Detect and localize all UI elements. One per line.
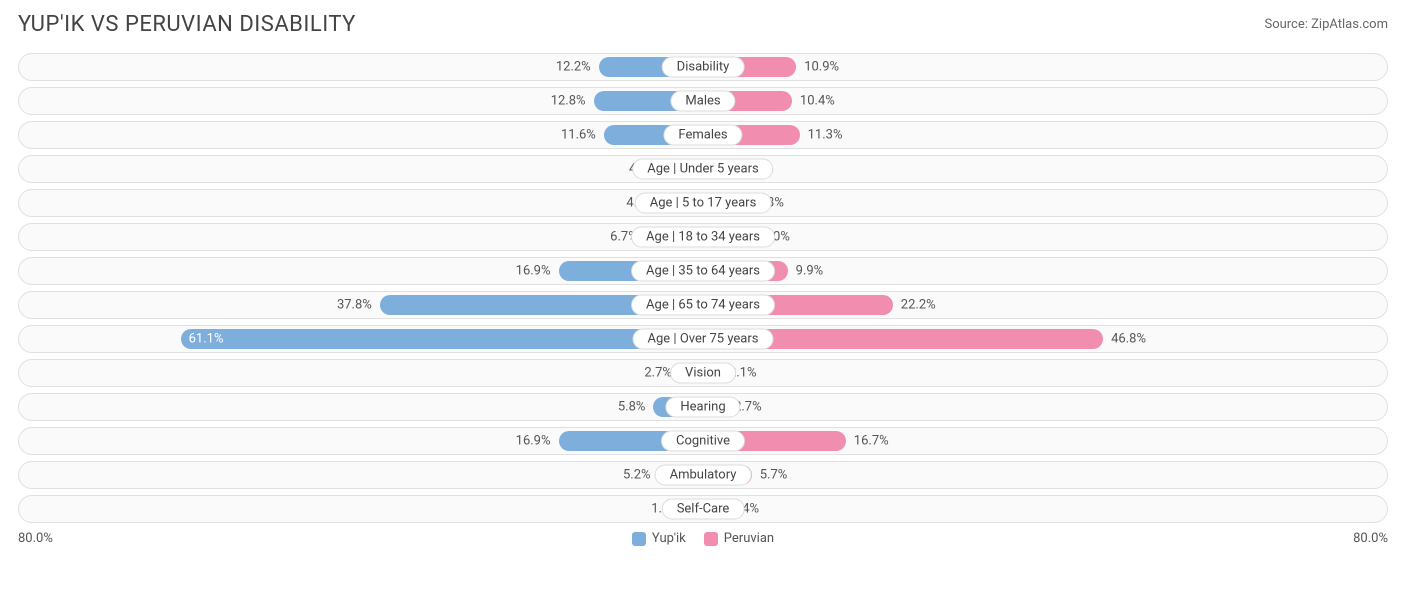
value-label-right: 46.8% <box>1111 332 1146 347</box>
chart-row: 12.2% 10.9% Disability <box>18 53 1388 81</box>
row-category-label: Hearing <box>665 397 740 418</box>
value-label-left: 16.9% <box>516 264 551 279</box>
chart-row: 4.8%5.3%Age | 5 to 17 years <box>18 189 1388 217</box>
row-category-label: Males <box>670 91 735 112</box>
value-label-right: 22.2% <box>901 298 936 313</box>
chart-row: 61.1% 46.8% Age | Over 75 years <box>18 325 1388 353</box>
value-label-left: 5.8% <box>618 400 646 415</box>
row-category-label: Age | Under 5 years <box>632 159 773 180</box>
value-label-right: 11.3% <box>808 128 843 143</box>
legend-item-yupik: Yup'ik <box>632 531 686 546</box>
row-category-label: Disability <box>662 57 745 78</box>
row-category-label: Age | 65 to 74 years <box>631 295 775 316</box>
value-label-right: 10.4% <box>800 94 835 109</box>
value-label-right: 10.9% <box>804 60 839 75</box>
chart-footer: 80.0% Yup'ik Peruvian 80.0% <box>18 531 1388 546</box>
chart-row: 11.6% 11.3% Females <box>18 121 1388 149</box>
legend-label-peruvian: Peruvian <box>724 531 774 546</box>
value-label-left: 61.1% <box>189 332 224 347</box>
row-category-label: Self-Care <box>662 499 745 520</box>
row-category-label: Females <box>663 125 742 146</box>
value-label-left: 11.6% <box>561 128 596 143</box>
row-category-label: Age | 18 to 34 years <box>631 227 775 248</box>
chart-header: YUP'IK VS PERUVIAN DISABILITY Source: Zi… <box>18 12 1388 37</box>
chart-title: YUP'IK VS PERUVIAN DISABILITY <box>18 12 356 37</box>
chart-row: 4.5%1.3%Age | Under 5 years <box>18 155 1388 183</box>
chart-row: 2.7%2.1%Vision <box>18 359 1388 387</box>
row-category-label: Age | 5 to 17 years <box>635 193 772 214</box>
chart-row: 5.2% 5.7% Ambulatory <box>18 461 1388 489</box>
axis-label-right: 80.0% <box>1353 531 1388 546</box>
value-label-right: 16.7% <box>854 434 889 449</box>
row-category-label: Age | Over 75 years <box>633 329 774 350</box>
value-label-right: 9.9% <box>796 264 824 279</box>
chart-row: 1.9%2.4%Self-Care <box>18 495 1388 523</box>
value-label-left: 12.8% <box>551 94 586 109</box>
legend-swatch-peruvian <box>704 532 718 546</box>
chart-rows: 12.2% 10.9% Disability 12.8% 10.4% Males 11.6%… <box>18 53 1388 523</box>
chart-row: 5.8%2.7%Hearing <box>18 393 1388 421</box>
value-label-left: 37.8% <box>337 298 372 313</box>
chart-legend: Yup'ik Peruvian <box>632 531 774 546</box>
legend-swatch-yupik <box>632 532 646 546</box>
chart-row: 37.8% 22.2% Age | 65 to 74 years <box>18 291 1388 319</box>
value-label-left: 2.7% <box>644 366 672 381</box>
chart-row: 16.9% 9.9% Age | 35 to 64 years <box>18 257 1388 285</box>
legend-label-yupik: Yup'ik <box>652 531 686 546</box>
row-category-label: Vision <box>670 363 736 384</box>
chart-row: 12.8% 10.4% Males <box>18 87 1388 115</box>
chart-row: 6.7%6.0%Age | 18 to 34 years <box>18 223 1388 251</box>
chart-row: 16.9% 16.7% Cognitive <box>18 427 1388 455</box>
legend-item-peruvian: Peruvian <box>704 531 774 546</box>
chart-source: Source: ZipAtlas.com <box>1264 17 1388 32</box>
value-label-right: 5.7% <box>760 468 788 483</box>
value-label-left: 16.9% <box>516 434 551 449</box>
row-category-label: Ambulatory <box>655 465 752 486</box>
value-label-left: 5.2% <box>623 468 651 483</box>
axis-label-left: 80.0% <box>18 531 53 546</box>
row-category-label: Age | 35 to 64 years <box>631 261 775 282</box>
value-label-left: 12.2% <box>556 60 591 75</box>
row-category-label: Cognitive <box>661 431 745 452</box>
chart-container: YUP'IK VS PERUVIAN DISABILITY Source: Zi… <box>0 0 1406 554</box>
bar-left: 61.1% <box>181 329 703 349</box>
